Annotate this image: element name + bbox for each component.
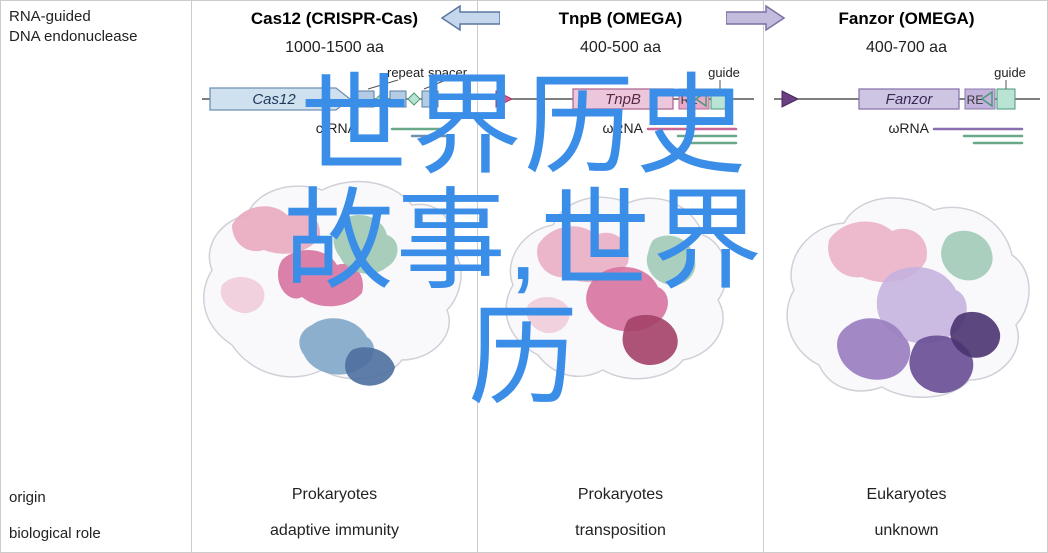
svg-text:Cas12: Cas12 bbox=[252, 91, 296, 108]
size-cas12: 1000-1500 aa bbox=[285, 33, 384, 61]
protein-tnpb bbox=[478, 155, 763, 480]
column-tnpb: TnpB (OMEGA) 400-500 aa TnpB RE guide ωRNA bbox=[477, 1, 763, 480]
evolution-arrow-right-icon bbox=[726, 4, 786, 32]
svg-text:spacer: spacer bbox=[428, 65, 468, 80]
col-title-tnpb: TnpB (OMEGA) bbox=[559, 1, 683, 33]
row-label-endonuclease: RNA-guided DNA endonuclease bbox=[1, 1, 191, 127]
svg-text:guide: guide bbox=[994, 65, 1026, 80]
col-title-fanzor: Fanzor (OMEGA) bbox=[839, 1, 975, 33]
svg-text:crRNA: crRNA bbox=[316, 121, 358, 136]
svg-text:ωRNA: ωRNA bbox=[889, 121, 930, 136]
svg-text:TnpB: TnpB bbox=[605, 91, 641, 108]
rna-fanzor: ωRNA bbox=[764, 121, 1048, 155]
svg-text:guide: guide bbox=[708, 65, 740, 80]
rna-tnpb: ωRNA bbox=[478, 121, 763, 155]
svg-text:Fanzor: Fanzor bbox=[886, 91, 934, 108]
biorole-fanzor: unknown bbox=[763, 516, 1048, 552]
protein-fanzor bbox=[764, 155, 1048, 480]
comparison-table: RNA-guided DNA endonuclease Cas12 (CRISP… bbox=[0, 0, 1048, 553]
origin-fanzor: Eukaryotes bbox=[763, 480, 1048, 516]
col-title-cas12: Cas12 (CRISPR-Cas) bbox=[251, 1, 418, 33]
size-tnpb: 400-500 aa bbox=[580, 33, 661, 61]
svg-text:ωRNA: ωRNA bbox=[603, 121, 644, 136]
biorole-cas12: adaptive immunity bbox=[191, 516, 477, 552]
gene-diagram-fanzor: Fanzor RE guide bbox=[764, 61, 1048, 121]
row-label-biorole: biological role bbox=[1, 516, 191, 552]
gene-diagram-tnpb: TnpB RE guide bbox=[478, 61, 763, 121]
svg-text:repeat: repeat bbox=[387, 65, 424, 80]
rna-cas12: crRNA bbox=[192, 121, 477, 155]
column-cas12: Cas12 (CRISPR-Cas) 1000-1500 aa Cas12 rep… bbox=[191, 1, 477, 480]
origin-cas12: Prokaryotes bbox=[191, 480, 477, 516]
biorole-tnpb: transposition bbox=[477, 516, 763, 552]
gene-diagram-cas12: Cas12 repeat spacer bbox=[192, 61, 477, 121]
row-label-origin: origin bbox=[1, 480, 191, 516]
column-fanzor: Fanzor (OMEGA) 400-700 aa FanzorREguide … bbox=[763, 1, 1048, 480]
size-fanzor: 400-700 aa bbox=[866, 33, 947, 61]
protein-cas12 bbox=[192, 155, 477, 480]
evolution-arrow-left-icon bbox=[440, 4, 500, 32]
svg-text:RE: RE bbox=[681, 93, 698, 107]
origin-tnpb: Prokaryotes bbox=[477, 480, 763, 516]
svg-text:RE: RE bbox=[967, 93, 984, 107]
